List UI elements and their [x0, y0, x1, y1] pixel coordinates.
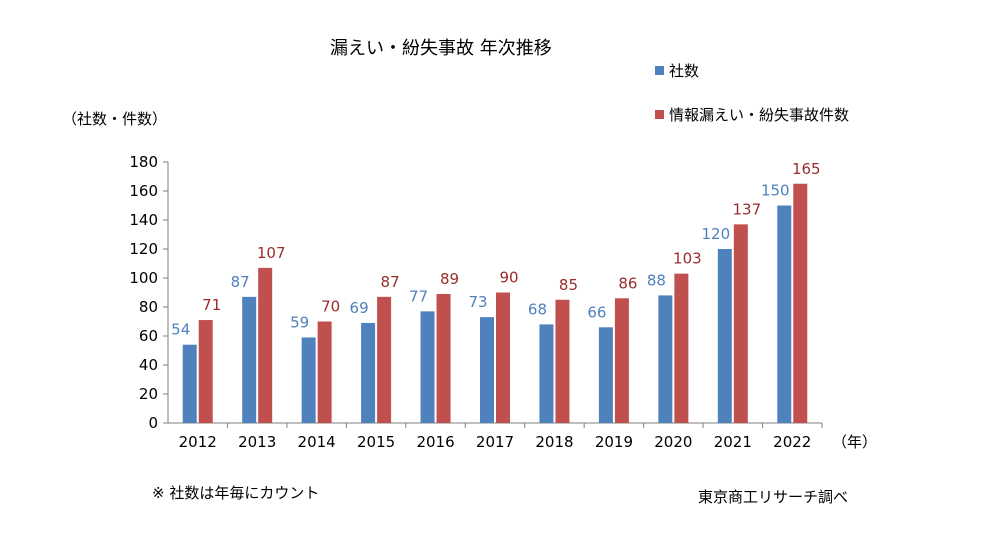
legend-swatch-companies [655, 66, 664, 75]
x-tick-label: 2020 [654, 433, 692, 451]
bar-companies [777, 205, 792, 423]
data-label-companies: 150 [761, 182, 790, 200]
data-label-companies: 120 [701, 225, 730, 243]
y-tick-label: 0 [148, 414, 158, 432]
x-tick-label: 2012 [179, 433, 217, 451]
data-label-companies: 88 [647, 271, 666, 289]
data-label-companies: 77 [409, 287, 428, 305]
y-tick-label: 140 [129, 211, 158, 229]
x-axis-unit-label: （年） [832, 433, 877, 451]
legend-swatch-incidents [655, 110, 664, 119]
data-label-companies: 69 [350, 299, 369, 317]
data-label-incidents: 137 [732, 200, 761, 218]
bar-incidents [614, 298, 629, 423]
x-tick-label: 2021 [714, 433, 752, 451]
x-tick-label: 2017 [476, 433, 514, 451]
bar-incidents [198, 320, 213, 423]
x-tick-label: 2016 [416, 433, 454, 451]
data-label-incidents: 107 [257, 244, 286, 262]
y-axis-label: （社数・件数） [62, 110, 168, 128]
legend-label-companies: 社数 [669, 62, 700, 80]
bar-incidents [733, 224, 748, 423]
x-tick-label: 2014 [298, 433, 336, 451]
bar-companies [598, 327, 613, 423]
source-text: 東京商工リサーチ調べ [698, 488, 849, 506]
x-tick-label: 2015 [357, 433, 395, 451]
data-label-incidents: 89 [440, 270, 459, 288]
y-tick-label: 60 [139, 327, 158, 345]
data-label-incidents: 71 [202, 296, 221, 314]
bar-incidents [674, 273, 689, 423]
y-tick-label: 80 [139, 298, 158, 316]
bar-companies [717, 249, 732, 423]
data-label-incidents: 165 [792, 160, 821, 178]
data-label-companies: 73 [468, 293, 487, 311]
bar-incidents [555, 299, 570, 423]
bar-companies [539, 324, 554, 423]
data-label-incidents: 85 [559, 276, 578, 294]
bar-companies [658, 295, 673, 423]
data-label-companies: 68 [528, 300, 547, 318]
x-tick-label: 2019 [595, 433, 633, 451]
bar-companies [361, 322, 376, 423]
legend-label-incidents: 情報漏えい・紛失事故件数 [669, 106, 850, 124]
chart-title: 漏えい・紛失事故 年次推移 [330, 38, 552, 59]
data-label-incidents: 90 [499, 269, 518, 287]
y-tick-label: 120 [129, 240, 158, 258]
bar-incidents [377, 296, 392, 423]
data-label-companies: 54 [171, 321, 190, 339]
x-tick-label: 2022 [773, 433, 811, 451]
bar-incidents [496, 292, 510, 423]
x-tick-label: 2018 [535, 433, 573, 451]
x-tick-label: 2013 [238, 433, 276, 451]
bar-incidents [793, 183, 808, 423]
bar-incidents [317, 321, 332, 423]
y-tick-label: 180 [129, 153, 158, 171]
bar-companies [242, 296, 257, 423]
note-text: ※ 社数は年毎にカウント [152, 484, 320, 502]
data-label-incidents: 70 [321, 298, 340, 316]
y-tick-label: 160 [129, 182, 158, 200]
data-label-companies: 66 [587, 303, 606, 321]
data-label-incidents: 86 [618, 274, 637, 292]
bar-incidents [436, 293, 451, 423]
bar-companies [182, 344, 197, 423]
bar-incidents [258, 267, 273, 423]
y-tick-label: 40 [139, 356, 158, 374]
bar-companies [480, 317, 494, 423]
y-tick-label: 100 [129, 269, 158, 287]
legend-item-incidents: 情報漏えい・紛失事故件数 [655, 104, 849, 125]
data-label-incidents: 87 [381, 273, 400, 291]
data-label-companies: 59 [290, 313, 309, 331]
legend-item-companies: 社数 [655, 60, 699, 81]
bar-companies [420, 311, 435, 423]
data-label-incidents: 103 [673, 250, 702, 268]
bar-companies [301, 337, 316, 423]
y-tick-label: 20 [139, 385, 158, 403]
data-label-companies: 87 [231, 273, 250, 291]
